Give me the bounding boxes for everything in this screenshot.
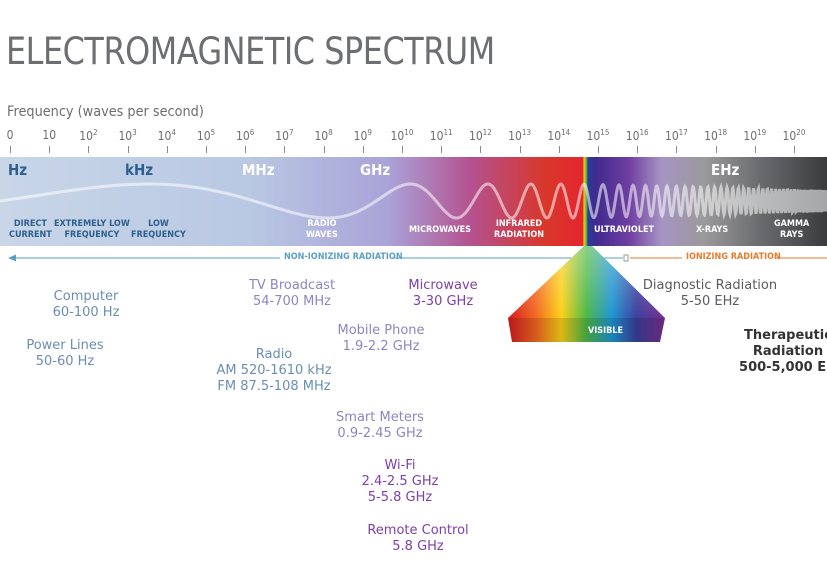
unit-hz: Hz [8,161,28,179]
tick-mark [10,146,11,153]
tick-mark [49,146,51,153]
tick-label: 10 [42,128,57,142]
tick-label: 107 [275,128,294,143]
category-extremely-low-frequency: EXTREMELY LOW FREQUENCY [54,219,130,240]
tick-label: 1019 [743,128,767,143]
unit-mhz: MHz [242,161,275,179]
tick-mark [676,146,678,153]
category-infrared: INFRARED RADIATION [494,219,544,240]
tick-mark [598,146,599,153]
unit-ghz: GHz [360,161,391,179]
tick-mark [206,146,207,153]
tick-mark [245,146,247,153]
tick-label: 103 [118,128,137,143]
tick-mark [362,146,364,153]
unit-khz: kHz [125,161,154,179]
tick-label: 1018 [704,128,728,143]
tick-label: 1010 [390,128,414,143]
tick-label: 102 [79,128,98,143]
tick-mark [794,146,795,153]
tick-label: 109 [353,128,372,143]
category-microwaves: MICROWAVES [409,225,471,235]
example-mobile-phone: Mobile Phone 1.9-2.2 GHz [337,323,425,354]
example-power-lines: Power Lines 50-60 Hz [26,338,104,369]
tick-mark [715,146,717,153]
tick-label: 106 [236,128,255,143]
tick-label: 108 [314,128,333,143]
category-gamma-rays: GAMMA RAYS [774,219,810,240]
frequency-scale: 0 10 102 103 104 105 106 107 108 109 1010 1011 1012 1… [0,128,827,153]
example-smart-meters: Smart Meters 0.9-2.45 GHz [336,410,424,441]
tick-label: 1017 [664,128,688,143]
tick-mark [284,146,286,153]
tick-mark [127,146,129,153]
non-ionizing-radiation-label: NON-IONIZING RADIATION [284,252,403,262]
ionizing-radiation-label: IONIZING RADIATION [686,252,781,262]
example-wifi: Wi-Fi 2.4-2.5 GHz 5-5.8 GHz [361,458,439,505]
example-therapeutic-radiation: Therapeutic Radiation 500-5,000 EH [739,328,827,375]
tick-mark [88,146,90,153]
tick-label: 1014 [547,128,571,143]
tick-mark [754,146,756,153]
frequency-axis-label: Frequency (waves per second) [7,104,204,120]
category-direct-current: DIRECT CURRENT [9,219,52,240]
tick-label: 1013 [508,128,532,143]
page-title: ELECTROMAGNETIC SPECTRUM [6,30,495,73]
category-ultraviolet: ULTRAVIOLET [594,225,655,235]
tick-label: 104 [157,128,176,143]
spectrum-wave [0,182,827,220]
category-xrays: X-RAYS [696,225,729,235]
tick-mark [166,146,168,153]
tick-mark [323,146,325,153]
tick-label: 1020 [782,128,806,143]
example-diagnostic-radiation: Diagnostic Radiation 5-50 EHz [642,278,778,309]
example-remote-control: Remote Control 5.8 GHz [367,523,469,554]
tick-mark [441,146,443,153]
category-radio-waves: RADIO WAVES [306,219,338,240]
tick-mark [402,146,403,153]
unit-ehz: EHz [711,161,740,179]
example-computer: Computer 60-100 Hz [52,289,120,320]
tick-mark [558,146,560,153]
tick-label: 105 [196,128,216,143]
example-radio: Radio AM 520-1610 kHz FM 87.5-108 MHz [216,347,332,394]
category-visible: VISIBLE [588,326,623,336]
tick-label: 1011 [429,128,453,143]
example-tv-broadcast: TV Broadcast 54-700 MHz [248,278,336,309]
tick-label: 0 [6,128,14,142]
tick-label: 1016 [625,128,649,143]
tick-label: 1012 [468,128,492,143]
tick-mark [480,146,482,153]
wave-line [0,182,827,220]
tick-label: 1015 [586,128,610,143]
category-low-frequency: LOW FREQUENCY [131,219,186,240]
tick-mark [637,146,639,153]
tick-mark [519,146,521,153]
spectrum-band [0,157,827,246]
example-microwave: Microwave 3-30 GHz [408,278,478,309]
